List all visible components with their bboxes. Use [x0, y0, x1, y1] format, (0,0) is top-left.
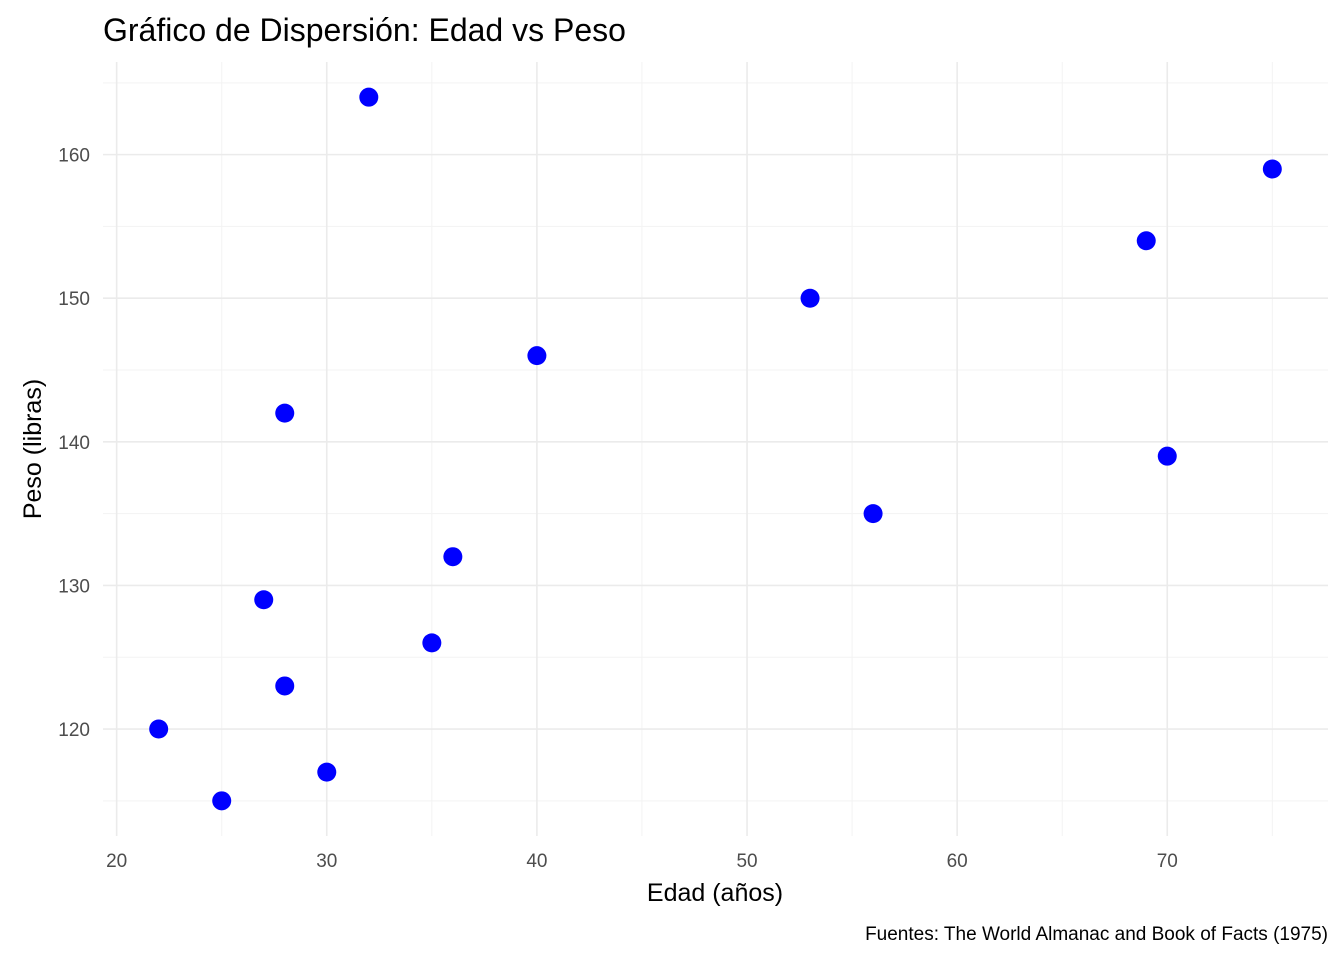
y-tick-label: 130 [58, 576, 90, 597]
y-axis-title: Peso (libras) [19, 379, 47, 519]
data-point [254, 590, 274, 610]
data-point [359, 87, 379, 107]
y-tick-label: 160 [58, 146, 90, 167]
data-point [212, 791, 232, 811]
x-axis-tick-labels: 20 30 40 50 60 70 [106, 851, 1178, 872]
x-tick-label: 20 [106, 851, 127, 872]
y-axis-tick-labels: 120 130 140 150 160 [58, 146, 90, 741]
data-point [317, 762, 337, 782]
x-tick-label: 70 [1157, 851, 1178, 872]
y-tick-label: 140 [58, 433, 90, 454]
minor-gridlines [103, 62, 1328, 836]
data-point [275, 403, 295, 423]
data-point [275, 676, 295, 696]
data-point [863, 504, 883, 524]
x-tick-label: 60 [947, 851, 968, 872]
data-point [800, 288, 820, 308]
x-axis-title: Edad (años) [647, 879, 783, 907]
data-point [443, 547, 463, 567]
chart-caption: Fuentes: The World Almanac and Book of F… [865, 924, 1328, 945]
data-point [527, 346, 547, 366]
data-point [1136, 231, 1156, 251]
data-point [1157, 446, 1177, 466]
x-tick-label: 50 [736, 851, 757, 872]
data-points [149, 87, 1282, 811]
chart-title: Gráfico de Dispersión: Edad vs Peso [103, 12, 626, 48]
major-gridlines [103, 62, 1328, 836]
data-point [1262, 159, 1282, 179]
y-tick-label: 120 [58, 720, 90, 741]
x-tick-label: 30 [316, 851, 337, 872]
data-point [422, 633, 442, 653]
data-point [149, 719, 169, 739]
y-tick-label: 150 [58, 289, 90, 310]
x-tick-label: 40 [526, 851, 547, 872]
